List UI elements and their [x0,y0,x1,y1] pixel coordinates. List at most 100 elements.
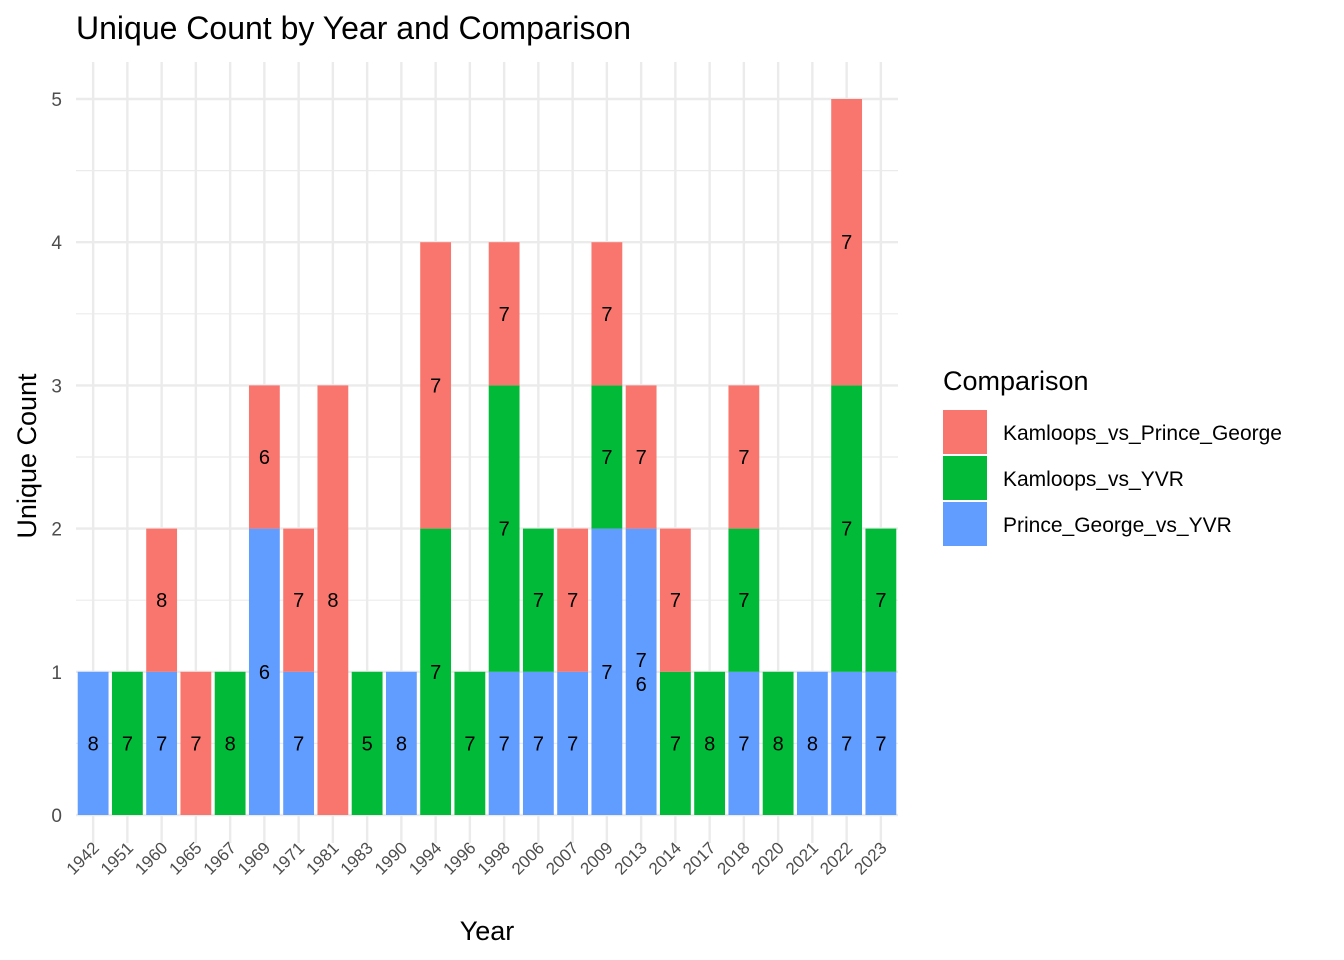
x-tick-label: 2018 [714,838,754,878]
bar-segment [591,242,623,386]
bar-value-label: 7 [567,590,578,612]
bar-value-label: 7 [430,375,441,397]
legend-label: Prince_George_vs_YVR [1003,514,1232,537]
bar-segment [728,385,760,529]
bar-value-label: 8 [225,733,236,755]
legend-swatch [943,456,987,500]
bar-value-label: 7 [841,232,852,254]
x-tick-label: 1969 [234,838,274,878]
bar-segment [454,671,486,815]
legend-label: Kamloops_vs_YVR [1003,468,1184,491]
y-tick-label: 1 [51,663,62,684]
bar-segment [488,385,520,672]
legend: Comparison Kamloops_vs_Prince_George Kaml… [943,366,1282,546]
bar-segment [283,528,315,672]
bar-value-label: 8 [88,733,99,755]
bar-value-label: 7 [293,733,304,755]
bar-value-label: 7 [636,650,647,672]
legend-title: Comparison [943,366,1089,396]
bar-value-label: 7 [738,733,749,755]
bar-segment [557,528,589,672]
bar-value-label: 7 [601,662,612,684]
bar-value-label: 7 [499,304,510,326]
bar-segment [488,242,520,386]
x-tick-label: 1981 [303,838,343,878]
x-tick-label: 1951 [97,838,137,878]
bar-segment [625,528,657,815]
bar-segment [522,528,554,672]
y-axis-title: Unique Count [12,373,42,539]
x-tick-label: 2006 [508,838,548,878]
legend-swatch [943,410,987,454]
x-tick-label: 2020 [748,838,788,878]
bar-value-label: 7 [601,304,612,326]
bar-segment [659,528,691,672]
bar-segment [728,528,760,672]
bar-segment [591,528,623,815]
bar-segment [111,671,143,815]
x-tick-label: 1998 [474,838,514,878]
bar-segment [625,385,657,529]
x-tick-label: 1994 [405,838,445,878]
y-axis-ticks: 0 1 2 3 4 5 [51,90,62,827]
x-tick-label: 2009 [577,838,617,878]
bar-segment [77,671,109,815]
bar-value-label: 7 [738,590,749,612]
x-axis-title: Year [460,916,515,946]
bar-segment [831,671,863,815]
bar-value-label: 7 [293,590,304,612]
bar-segment [831,385,863,672]
y-tick-label: 2 [51,520,62,541]
bar-value-label: 7 [841,733,852,755]
bar-segment [146,528,178,672]
bar-segment [659,671,691,815]
bar-value-label: 7 [636,447,647,469]
x-tick-label: 2007 [542,838,582,878]
x-tick-label: 1965 [166,838,206,878]
bar-segment [146,671,178,815]
bar-segment [762,671,794,815]
bar-value-label: 7 [464,733,475,755]
bar-value-label: 7 [670,590,681,612]
bar-segment [214,671,246,815]
bar-value-label: 6 [259,662,270,684]
bar-value-label: 7 [875,590,886,612]
y-tick-label: 3 [51,376,62,397]
bar-value-label: 8 [773,733,784,755]
legend-label: Kamloops_vs_Prince_George [1003,422,1282,445]
x-tick-label: 1971 [268,838,308,878]
bar-value-label: 8 [807,733,818,755]
bar-value-label: 7 [499,519,510,541]
legend-swatch [943,502,987,546]
y-tick-label: 0 [51,806,62,827]
bar-segment [420,242,452,529]
bar-value-label: 7 [533,733,544,755]
bar-value-label: 7 [533,590,544,612]
bar-segment [248,528,280,815]
bar-value-label: 7 [841,519,852,541]
bar-value-label: 8 [327,590,338,612]
bar-value-label: 7 [156,733,167,755]
bar-segment [522,671,554,815]
x-tick-label: 1990 [371,838,411,878]
x-tick-label: 2021 [782,838,822,878]
bar-value-label: 7 [190,733,201,755]
bar-segment [180,671,212,815]
bar-value-label: 7 [430,662,441,684]
bar-segment [728,671,760,815]
bar-value-label: 8 [704,733,715,755]
bar-segment [248,385,280,529]
bar-value-label: 7 [122,733,133,755]
x-tick-label: 2022 [816,838,856,878]
x-axis-ticks: 1942195119601965196719691971198119831990… [63,838,891,878]
bar-segment [557,671,589,815]
bar-segment [385,671,417,815]
x-tick-label: 2014 [645,838,685,878]
bar-segment [488,671,520,815]
y-tick-label: 5 [51,90,62,111]
bar-segment [591,385,623,529]
bar-segment [283,671,315,815]
bar-value-label: 7 [670,733,681,755]
